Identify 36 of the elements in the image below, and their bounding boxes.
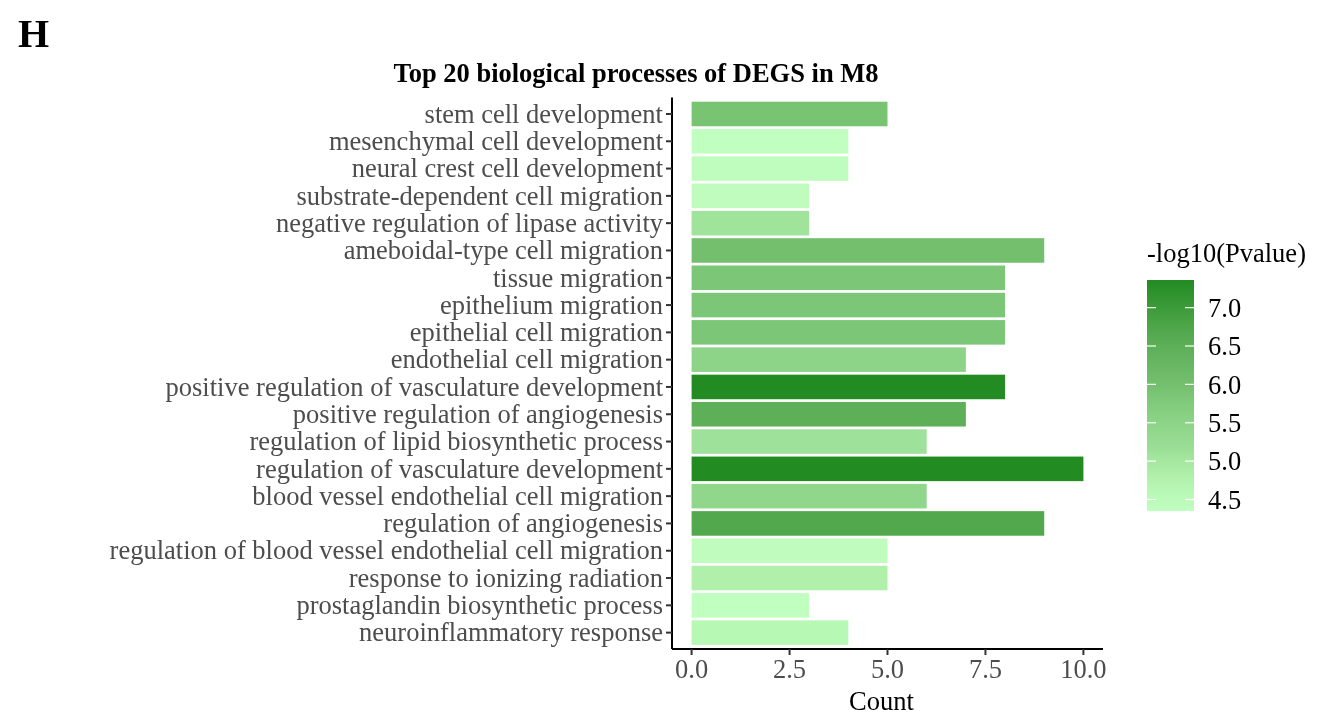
bar — [691, 620, 849, 645]
x-tick-label: 2.5 — [772, 654, 807, 684]
bar — [691, 210, 810, 236]
bar — [691, 183, 810, 209]
bar — [691, 292, 1006, 318]
color-bar-label: 6.5 — [1208, 331, 1242, 362]
bar — [691, 320, 1006, 345]
bar — [691, 265, 1006, 291]
bar — [691, 456, 1084, 482]
x-tick-label: 7.5 — [968, 654, 1003, 684]
chart-title: Top 20 biological processes of DEGS in M8 — [393, 58, 879, 88]
bar — [691, 565, 888, 591]
bar — [691, 347, 966, 372]
color-bar-label: 7.0 — [1208, 292, 1242, 323]
y-tick-label: stem cell development — [424, 98, 664, 129]
color-bar-label: 4.5 — [1208, 484, 1242, 515]
bar — [691, 429, 927, 454]
bar — [691, 101, 888, 127]
x-tick-label: 0.0 — [675, 654, 709, 684]
color-bar-label: 6.0 — [1208, 369, 1242, 400]
text: H — [18, 11, 50, 56]
bar — [691, 374, 1006, 400]
bar — [691, 401, 966, 427]
x-tick-label: 5.0 — [870, 654, 905, 684]
bar — [691, 538, 888, 564]
bar — [691, 238, 1045, 263]
color-bar-label: 5.0 — [1208, 446, 1242, 477]
color-bar-title: -log10(Pvalue) — [1147, 238, 1306, 268]
bar — [691, 156, 849, 181]
x-axis-title: Count — [849, 686, 915, 716]
bar — [691, 593, 810, 618]
bar — [691, 128, 849, 154]
color-bar-label: 5.5 — [1208, 408, 1242, 439]
bar — [691, 511, 1045, 536]
x-tick-label: 10.0 — [1060, 654, 1107, 684]
bar — [691, 483, 927, 509]
